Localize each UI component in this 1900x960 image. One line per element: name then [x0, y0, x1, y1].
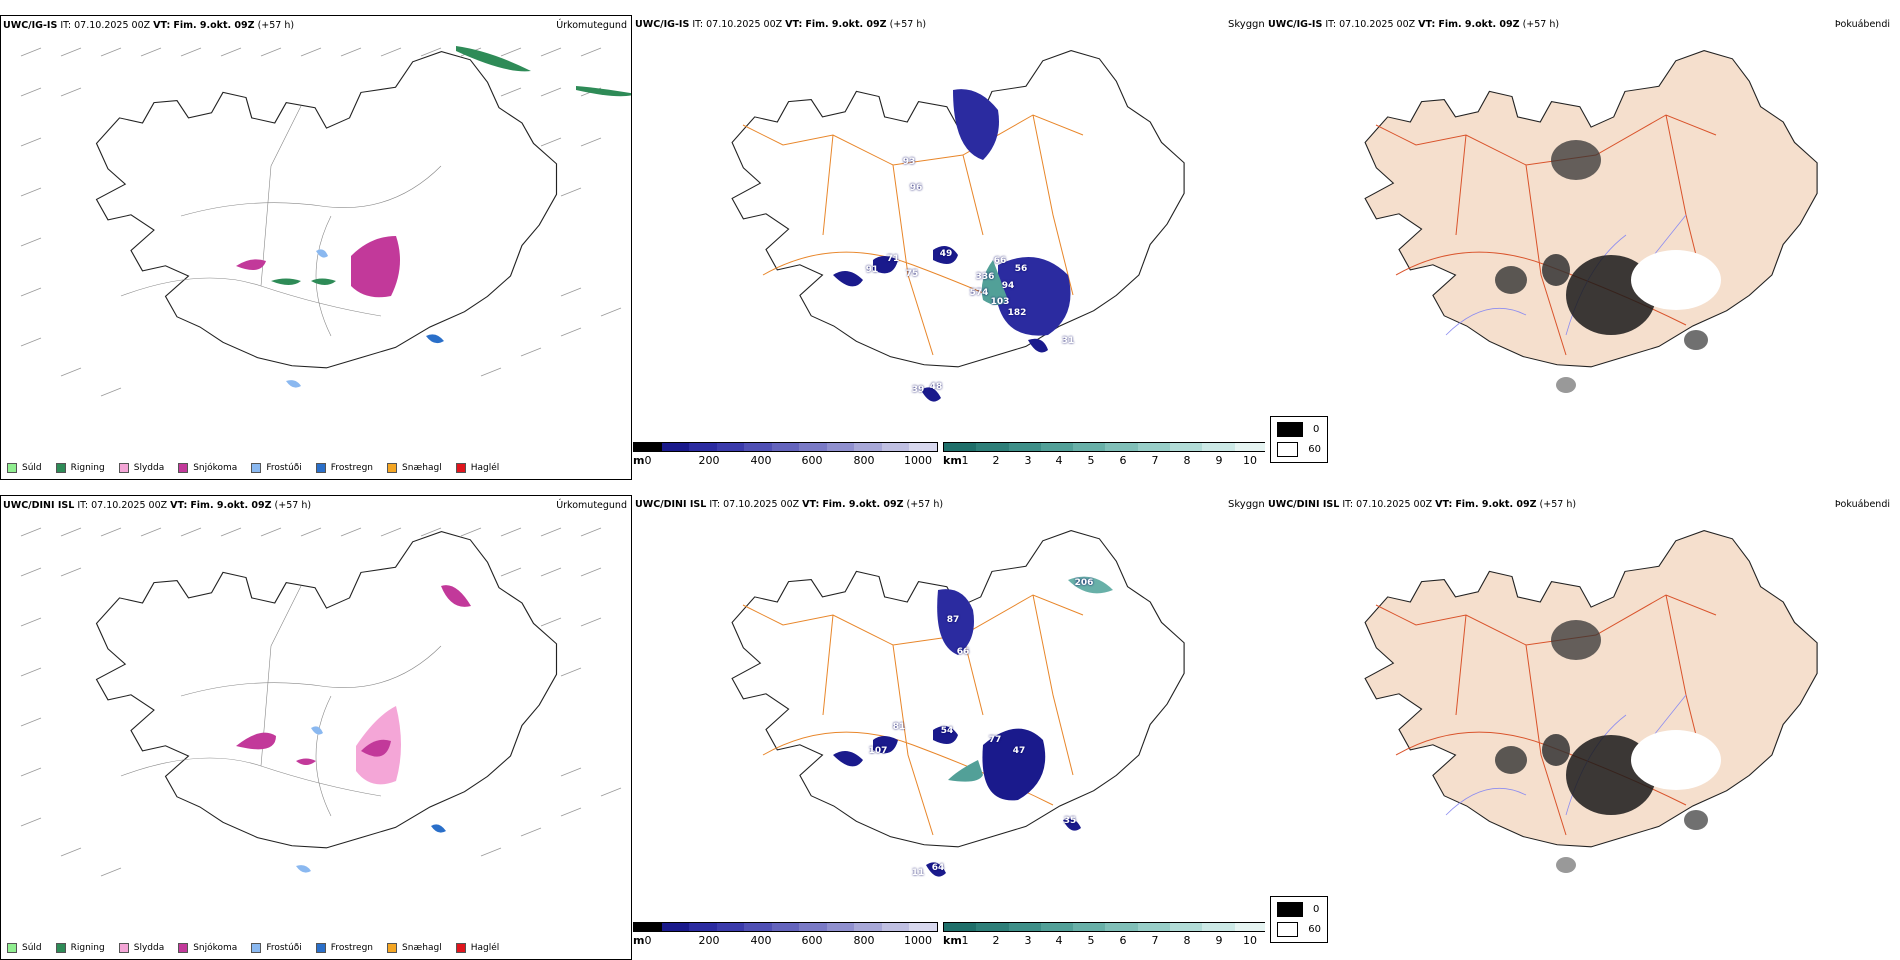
- cloud-label: 107: [868, 746, 888, 756]
- cloud-areas: [833, 576, 1113, 877]
- precip-legend: Súld Rigning Slydda Snjókoma Frostúði Fr…: [7, 463, 499, 473]
- fog-map: [1364, 50, 1818, 393]
- panel-header: UWC/DINI ISL IT: 07.10.2025 00Z VT: Fim.…: [635, 499, 944, 510]
- cloud-label: 49: [939, 249, 953, 259]
- cloud-label: 75: [905, 269, 919, 279]
- panel-title: Þokuábendi: [1834, 19, 1890, 30]
- cloud-panel-2: UWC/DINI ISL IT: 07.10.2025 00Z VT: Fim.…: [633, 495, 1265, 960]
- roads: [120, 105, 442, 337]
- panel-header: UWC/IG-IS IT: 07.10.2025 00Z VT: Fim. 9.…: [1268, 19, 1560, 30]
- panel-title: Þokuábendi: [1834, 499, 1890, 510]
- panel-title: Úrkomutegund: [556, 500, 627, 511]
- panel-title: Skyggni: [1228, 19, 1265, 30]
- cloud-label: 48: [929, 382, 943, 392]
- cloud-label: 96: [909, 183, 923, 193]
- cloud-label: 87: [946, 615, 960, 625]
- panel-title: Skyggni: [1228, 499, 1265, 510]
- ceiling-colorbar: m 0 200 400 600 800 1000: [633, 442, 938, 476]
- fog-legend: 0 60: [1270, 416, 1328, 463]
- panel-header: UWC/IG-IS IT: 07.10.2025 00Z VT: Fim. 9.…: [635, 19, 927, 30]
- cloud-label: 71: [886, 254, 900, 264]
- cloud-label: 103: [990, 297, 1010, 307]
- precip-panel-1: UWC/IG-IS IT: 07.10.2025 00Z VT: Fim. 9.…: [0, 15, 632, 480]
- cloud-label: 81: [892, 722, 906, 732]
- cloud-label: 574: [969, 288, 989, 298]
- cloud-label: 94: [1001, 281, 1015, 291]
- ceiling-colorbar: m 0 200 400 600 800 1000: [633, 922, 938, 956]
- cloud-label: 11: [911, 868, 925, 878]
- cloud-label: 39: [911, 385, 925, 395]
- fog-areas: [1495, 140, 1721, 393]
- cloud-label: 64: [931, 863, 945, 873]
- cloud-label: 54: [940, 726, 954, 736]
- legend-item: Rigning: [55, 943, 105, 953]
- cloud-label: 35: [1063, 816, 1077, 826]
- fog-areas: [1495, 620, 1721, 873]
- panel-header: UWC/DINI ISL IT: 07.10.2025 00Z VT: Fim.…: [3, 500, 312, 511]
- cloud-label: 206: [1074, 578, 1094, 588]
- legend-item: Haglél: [455, 943, 499, 953]
- cloud-map: [731, 530, 1185, 877]
- legend-item: Súld: [7, 943, 42, 953]
- roads: [742, 114, 1084, 356]
- legend-item: Haglél: [455, 463, 499, 473]
- roads: [120, 585, 442, 817]
- fog-map: [1364, 530, 1818, 873]
- precip-areas: [236, 585, 471, 873]
- cloud-map: [731, 50, 1185, 402]
- panel-header: UWC/DINI ISL IT: 07.10.2025 00Z VT: Fim.…: [1268, 499, 1577, 510]
- cloud-label: 77: [988, 735, 1002, 745]
- legend-item: Frostregn: [315, 943, 373, 953]
- roads: [742, 594, 1084, 836]
- precip-map: [20, 46, 631, 397]
- legend-item: Rigning: [55, 463, 105, 473]
- legend-item: Slydda: [118, 943, 164, 953]
- legend-item: Slydda: [118, 463, 164, 473]
- cloud-label: 93: [902, 157, 916, 167]
- panel-header: UWC/IG-IS IT: 07.10.2025 00Z VT: Fim. 9.…: [3, 20, 295, 31]
- legend-item: Frostúði: [251, 943, 302, 953]
- cloud-label: 56: [1014, 264, 1028, 274]
- cloud-label: 182: [1007, 308, 1027, 318]
- cloud-label: 336: [975, 272, 995, 282]
- precip-legend: Súld Rigning Slydda Snjókoma Frostúði Fr…: [7, 943, 499, 953]
- cloud-label: 66: [956, 647, 970, 657]
- panel-title: Úrkomutegund: [556, 20, 627, 31]
- fog-panel-1: UWC/IG-IS IT: 07.10.2025 00Z VT: Fim. 9.…: [1266, 15, 1900, 480]
- visibility-colorbar: km 1 2 3 4 5 6 7 8 9 10: [943, 442, 1265, 476]
- legend-item: Snjókoma: [178, 463, 237, 473]
- fog-panel-2: UWC/DINI ISL IT: 07.10.2025 00Z VT: Fim.…: [1266, 495, 1900, 960]
- wind-barbs: [20, 527, 622, 877]
- legend-item: Frostregn: [315, 463, 373, 473]
- legend-item: Snæhagl: [387, 943, 442, 953]
- precip-panel-2: UWC/DINI ISL IT: 07.10.2025 00Z VT: Fim.…: [0, 495, 632, 960]
- visibility-colorbar: km 1 2 3 4 5 6 7 8 9 10: [943, 922, 1265, 956]
- legend-item: Snæhagl: [387, 463, 442, 473]
- cloud-panel-1: UWC/IG-IS IT: 07.10.2025 00Z VT: Fim. 9.…: [633, 15, 1265, 480]
- fog-legend: 0 60: [1270, 896, 1328, 943]
- cloud-label: 31: [1061, 336, 1075, 346]
- precip-areas: [236, 46, 631, 388]
- cloud-label: 66: [993, 256, 1007, 266]
- cloud-label: 91: [865, 265, 879, 275]
- legend-item: Snjókoma: [178, 943, 237, 953]
- legend-item: Frostúði: [251, 463, 302, 473]
- precip-map: [20, 527, 622, 877]
- legend-item: Súld: [7, 463, 42, 473]
- cloud-areas: [833, 89, 1071, 402]
- cloud-label: 47: [1012, 746, 1026, 756]
